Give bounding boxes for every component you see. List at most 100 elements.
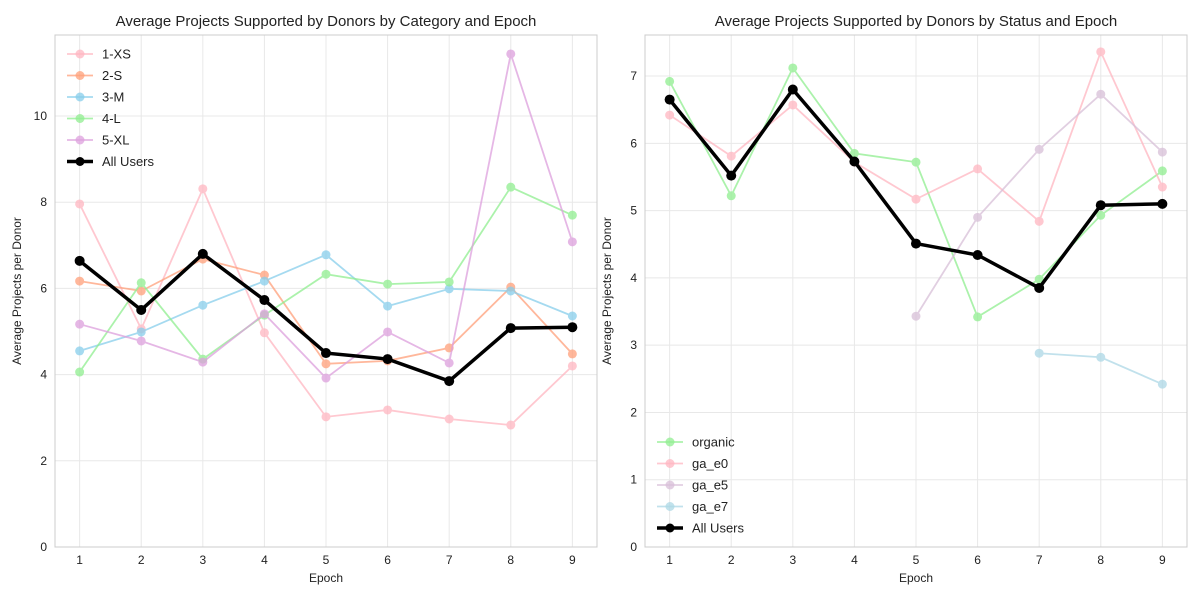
data-point (1096, 210, 1106, 220)
data-point (321, 269, 331, 279)
data-point (849, 148, 859, 158)
legend-label: ga_e7 (692, 499, 728, 514)
series-5-xl (75, 49, 577, 383)
data-point (726, 170, 737, 181)
data-point (973, 164, 983, 174)
x-tick-label: 2 (728, 553, 735, 567)
x-tick-label: 7 (1036, 553, 1043, 567)
chart-title: Average Projects Supported by Donors by … (116, 13, 537, 30)
y-tick-label: 7 (630, 69, 637, 83)
series-ga_e7 (1034, 348, 1167, 389)
data-point (136, 278, 146, 288)
data-point (321, 373, 331, 383)
legend-label: ga_e0 (692, 456, 728, 471)
data-point (1034, 348, 1044, 358)
data-point (321, 348, 331, 359)
data-point (136, 327, 146, 337)
x-tick-label: 1 (666, 553, 673, 567)
data-point (1034, 216, 1044, 226)
data-point (444, 414, 454, 424)
data-point (567, 361, 577, 371)
x-tick-label: 3 (199, 553, 206, 567)
data-point (911, 238, 921, 249)
legend-marker (75, 92, 85, 102)
data-point (75, 276, 85, 286)
data-point (567, 349, 577, 359)
legend-label: organic (692, 435, 735, 450)
data-point (321, 412, 331, 422)
data-point (259, 309, 269, 319)
data-point (726, 191, 736, 201)
legend-marker (665, 480, 675, 490)
series-all-users (664, 84, 1168, 293)
data-point (1096, 89, 1106, 99)
data-point (1157, 379, 1167, 389)
data-point (506, 286, 516, 296)
data-point (973, 312, 983, 322)
data-point (1034, 144, 1044, 154)
legend-marker (75, 71, 85, 80)
y-tick-label: 6 (630, 136, 637, 150)
legend-marker (665, 523, 675, 533)
data-point (567, 210, 577, 220)
data-point (444, 376, 455, 387)
data-point (383, 327, 393, 337)
data-point (1157, 166, 1167, 176)
y-tick-label: 2 (630, 405, 637, 419)
data-point (382, 354, 393, 365)
y-tick-label: 8 (40, 195, 47, 209)
legend: 1-XS 2-S 3-M 4-L 5-XL All Users (67, 47, 155, 169)
legend-label: 5-XL (102, 133, 129, 148)
x-tick-label: 4 (261, 553, 268, 567)
y-tick-label: 2 (40, 454, 47, 468)
data-point (726, 151, 736, 161)
data-point (383, 279, 393, 289)
x-tick-label: 8 (1097, 553, 1104, 567)
legend-marker (75, 157, 85, 166)
data-point (506, 420, 516, 430)
series-all-users (74, 248, 578, 387)
data-point (1096, 352, 1106, 362)
data-point (849, 156, 860, 167)
x-tick-label: 6 (974, 553, 981, 567)
data-point (567, 322, 578, 333)
data-point (259, 276, 269, 286)
data-point (259, 328, 269, 338)
legend-marker (665, 437, 675, 447)
x-tick-label: 7 (446, 553, 453, 567)
x-tick-label: 9 (1159, 553, 1166, 567)
legend-marker (75, 135, 85, 145)
data-point (198, 357, 208, 367)
y-tick-label: 6 (40, 281, 47, 295)
data-point (973, 212, 983, 222)
y-tick-label: 4 (40, 368, 47, 382)
chart-2: 1 2 3 4 5 6 7 8 9 0 1 2 3 4 5 6 7 Average Projects Suppor… (600, 13, 1188, 585)
legend-marker (665, 502, 675, 511)
data-point (444, 284, 454, 294)
data-point (1095, 200, 1106, 211)
data-point (787, 84, 798, 95)
data-point (972, 250, 983, 261)
series-organic (665, 63, 1167, 322)
data-point (75, 319, 85, 329)
data-point (1157, 182, 1167, 192)
data-point (665, 76, 675, 86)
legend-label: 3-M (102, 90, 124, 105)
data-point (136, 304, 147, 315)
data-point (75, 199, 85, 209)
data-point (444, 358, 454, 368)
data-point (136, 286, 146, 296)
data-point (1157, 198, 1168, 209)
data-point (1034, 282, 1045, 293)
y-axis-label: Average Projects per Donor (10, 217, 24, 365)
x-tick-label: 5 (323, 553, 330, 567)
x-tick-label: 5 (913, 553, 920, 567)
data-point (1034, 274, 1044, 284)
legend-label: 2-S (102, 68, 123, 83)
data-point (383, 301, 393, 311)
data-point (259, 295, 270, 306)
x-tick-label: 6 (384, 553, 391, 567)
data-point (321, 359, 331, 369)
x-tick-label: 8 (507, 553, 514, 567)
